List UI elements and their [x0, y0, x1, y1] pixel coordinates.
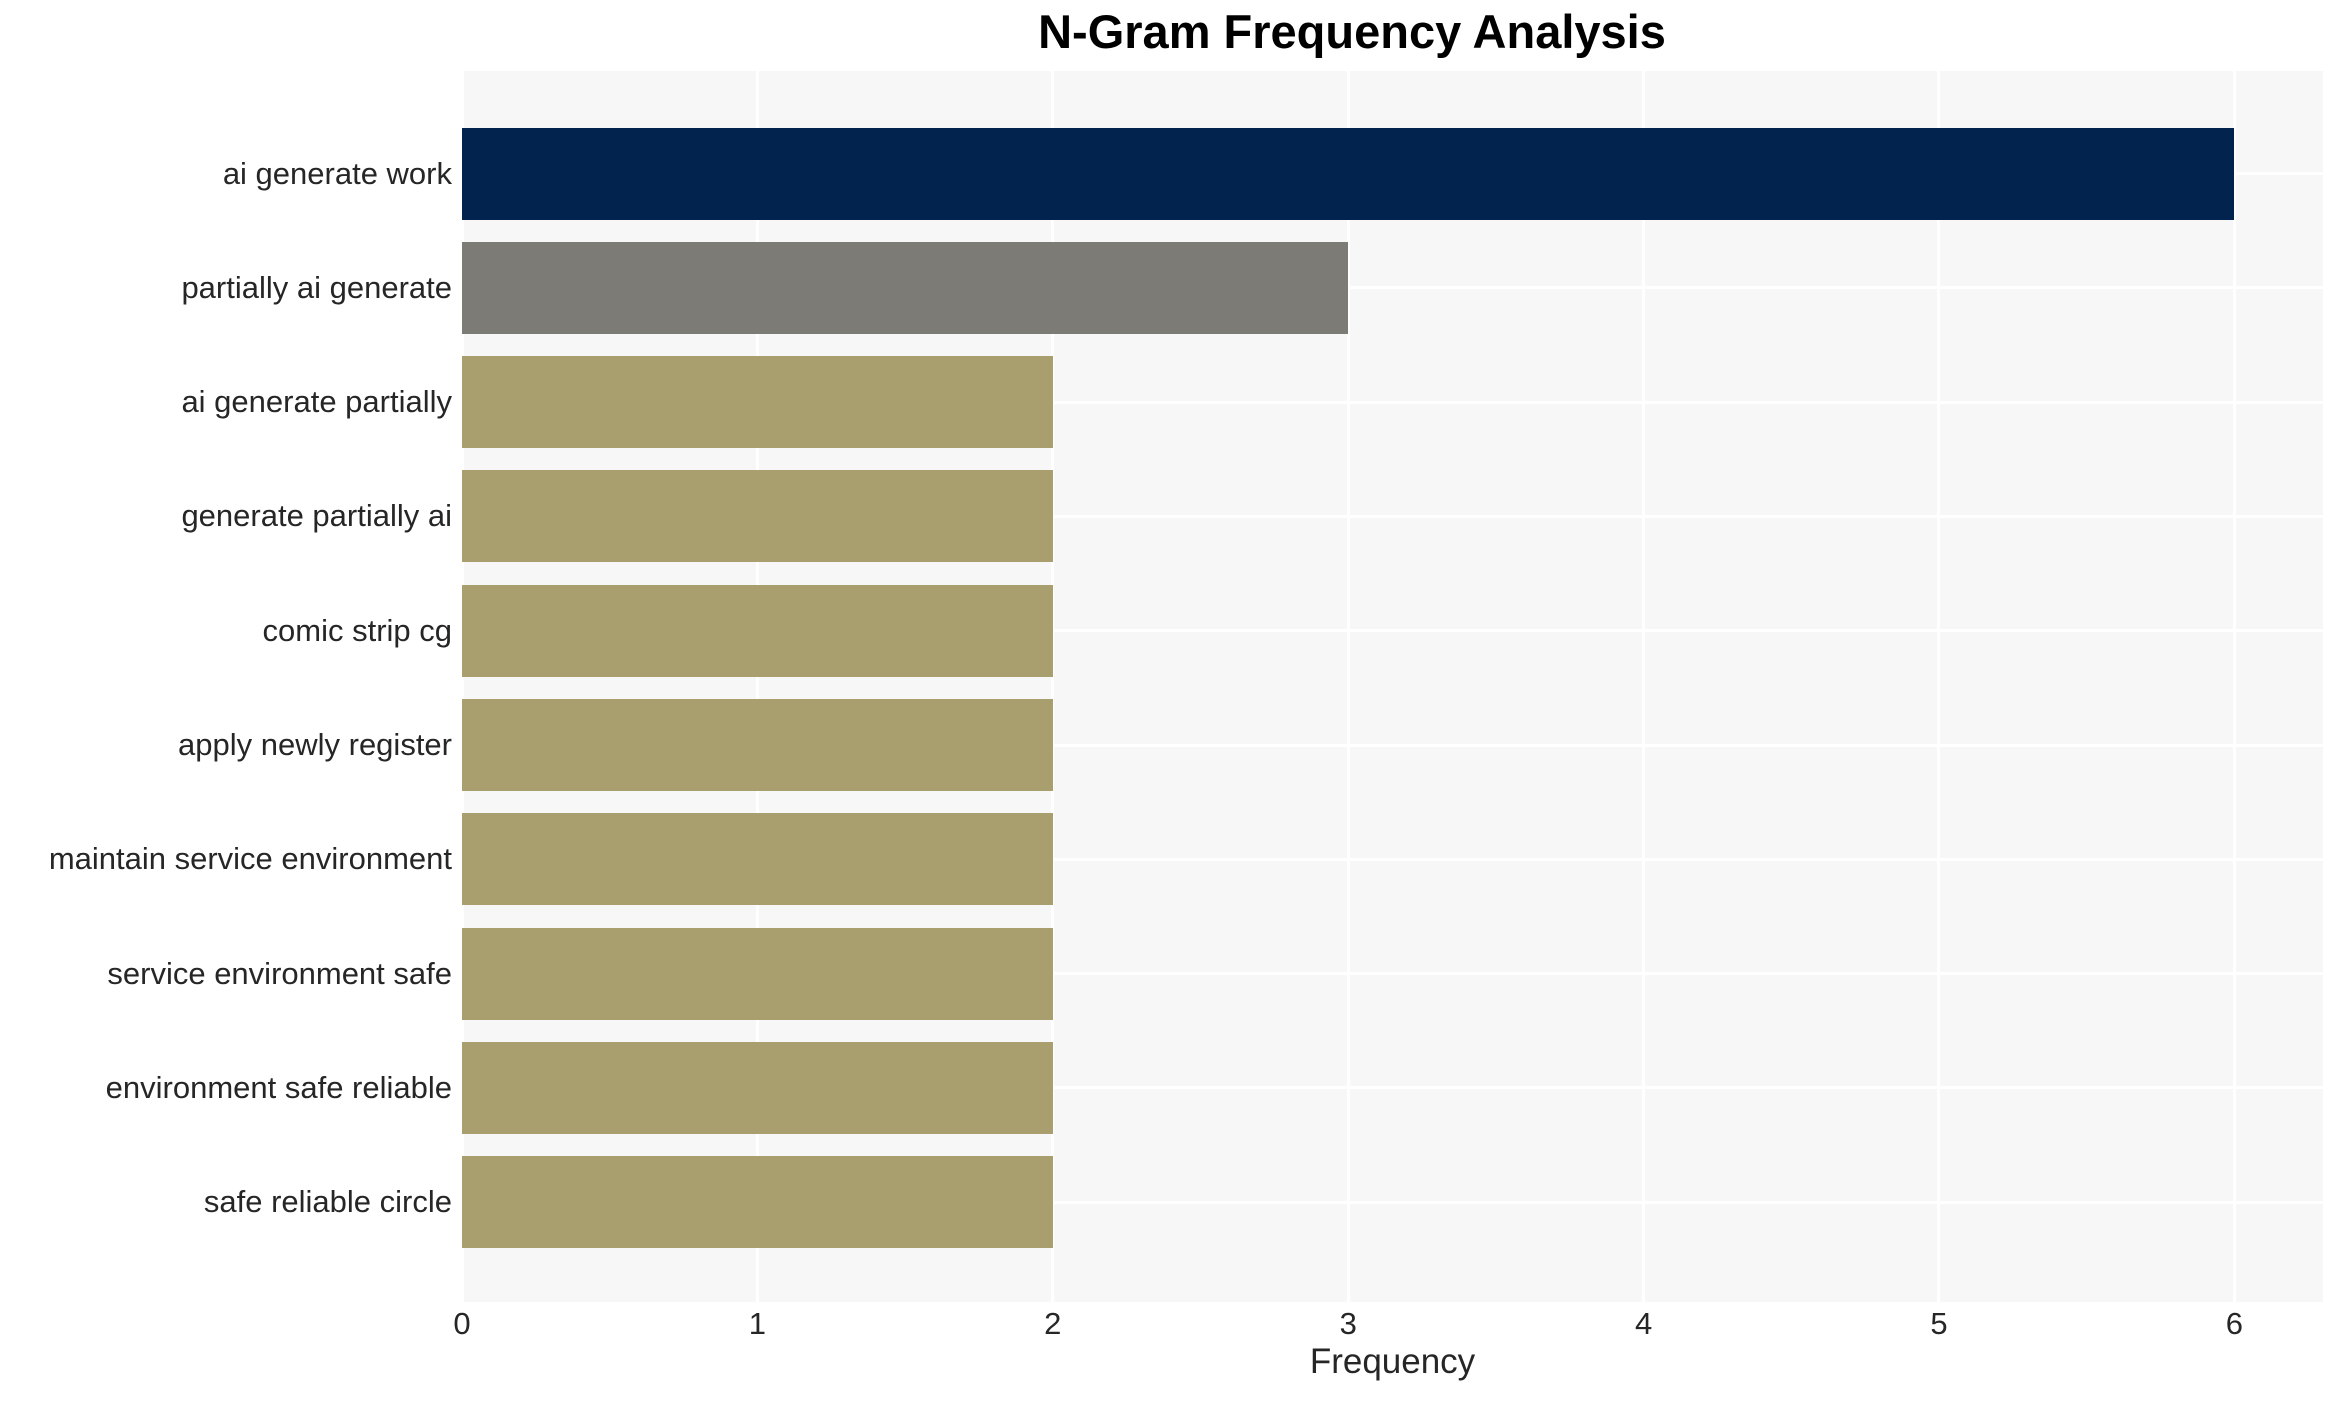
vertical-gridline: [2232, 71, 2236, 1302]
horizontal-gridline: [462, 514, 2323, 518]
horizontal-gridline: [462, 1086, 2323, 1090]
y-tick-label: partially ai generate: [181, 269, 452, 305]
x-tick-label: 0: [453, 1306, 471, 1341]
chart-title: N-Gram Frequency Analysis: [1038, 5, 1666, 58]
x-tick-label: 1: [748, 1306, 767, 1341]
vertical-gridline: [1346, 71, 1350, 1302]
y-tick-label: environment safe reliable: [105, 1069, 452, 1105]
bar: [462, 1041, 1053, 1134]
y-tick-label: maintain service environment: [48, 841, 452, 877]
y-tick-label: generate partially ai: [181, 498, 452, 534]
bar: [462, 356, 1053, 449]
bar: [462, 813, 1053, 906]
horizontal-gridline: [462, 857, 2323, 861]
x-tick-label: 6: [2225, 1306, 2243, 1341]
bar: [462, 584, 1053, 677]
bar: [462, 1156, 1053, 1249]
vertical-gridline: [1642, 71, 1646, 1302]
bar: [462, 699, 1053, 791]
horizontal-gridline: [462, 972, 2323, 976]
vertical-gridline: [755, 71, 759, 1302]
bar: [462, 241, 1349, 334]
x-tick-label: 2: [1044, 1306, 1062, 1341]
x-tick-label: 4: [1634, 1306, 1653, 1341]
x-axis-label: Frequency: [1309, 1342, 1476, 1381]
vertical-gridline: [1051, 71, 1055, 1302]
y-tick-label: apply newly register: [178, 727, 452, 762]
plot-area: [460, 71, 2323, 1302]
horizontal-gridline: [462, 400, 2323, 404]
horizontal-gridline: [462, 1200, 2323, 1204]
bar: [462, 927, 1053, 1020]
vertical-gridline: [1937, 71, 1941, 1302]
horizontal-gridline: [462, 286, 2323, 290]
horizontal-gridline: [462, 743, 2323, 747]
y-tick-label: service environment safe: [107, 955, 452, 991]
y-tick-label: ai generate work: [222, 155, 452, 191]
y-tick-label: comic strip cg: [262, 612, 452, 648]
bar: [462, 470, 1053, 563]
x-tick-label: 3: [1339, 1306, 1357, 1341]
y-tick-label: ai generate partially: [181, 384, 452, 420]
vertical-gridline: [460, 71, 464, 1302]
horizontal-gridline: [462, 629, 2323, 633]
y-tick-label: safe reliable circle: [203, 1184, 452, 1220]
bar: [462, 127, 2235, 220]
x-tick-label: 5: [1930, 1306, 1948, 1341]
